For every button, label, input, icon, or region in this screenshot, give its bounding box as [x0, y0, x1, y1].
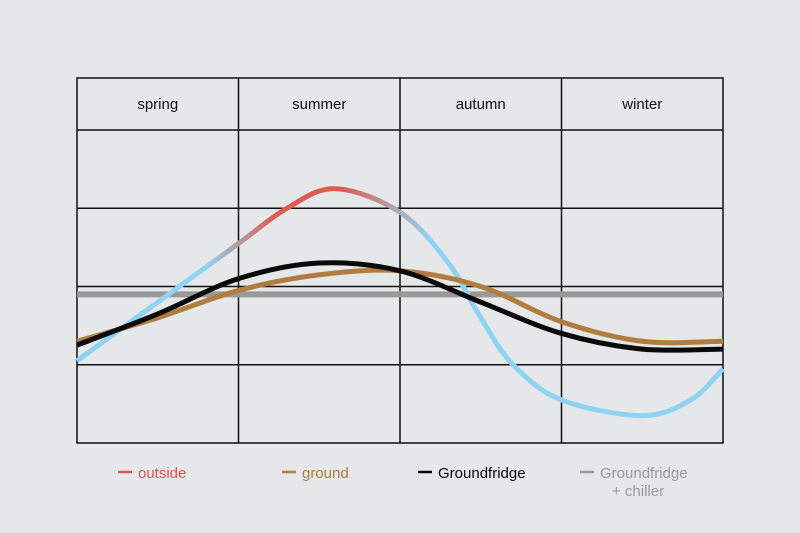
chart-grid	[76, 77, 724, 444]
series-lines	[75, 186, 725, 419]
legend-item-groundfridge-chiller: Groundfridge + chiller	[580, 465, 688, 500]
legend: outside ground Groundfridge Groundfridge + c…	[118, 465, 688, 500]
legend-label: Groundfridge + chiller	[600, 465, 688, 500]
legend-item-outside: outside	[118, 465, 186, 482]
legend-label: Groundfridge	[438, 465, 526, 482]
season-label-spring: spring	[137, 96, 178, 113]
legend-item-ground: ground	[282, 465, 349, 482]
season-labels: spring summer autumn winter	[137, 96, 662, 113]
series-line-outside	[75, 186, 725, 419]
legend-label: outside	[138, 465, 186, 482]
legend-label: ground	[302, 465, 349, 482]
season-label-autumn: autumn	[456, 96, 506, 113]
season-label-summer: summer	[292, 96, 346, 113]
legend-item-groundfridge: Groundfridge	[418, 465, 526, 482]
season-label-winter: winter	[621, 96, 662, 113]
series-line-groundfridge	[76, 260, 724, 353]
